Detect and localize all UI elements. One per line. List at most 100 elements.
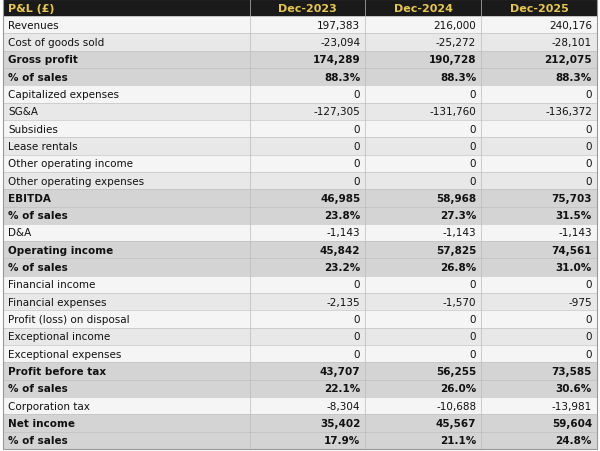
Text: -25,272: -25,272 [436, 38, 476, 48]
Text: 0: 0 [586, 124, 592, 134]
Bar [3, 34, 597, 51]
Text: Net income: Net income [8, 418, 75, 428]
Text: 0: 0 [354, 331, 361, 342]
Text: % of sales: % of sales [8, 383, 68, 394]
Text: 35,402: 35,402 [320, 418, 361, 428]
Text: 88.3%: 88.3% [556, 73, 592, 83]
Text: -131,760: -131,760 [430, 107, 476, 117]
Text: 216,000: 216,000 [433, 21, 476, 31]
Bar [3, 155, 597, 172]
Text: 0: 0 [354, 142, 361, 152]
Text: Subsidies: Subsidies [8, 124, 58, 134]
Text: 0: 0 [470, 314, 476, 324]
Bar [3, 328, 597, 345]
Text: 17.9%: 17.9% [324, 435, 361, 445]
Text: % of sales: % of sales [8, 73, 68, 83]
Text: 26.0%: 26.0% [440, 383, 476, 394]
Text: 27.3%: 27.3% [440, 211, 476, 221]
Text: 45,842: 45,842 [320, 245, 361, 255]
Text: 0: 0 [470, 176, 476, 186]
Bar [3, 224, 597, 242]
Text: Revenues: Revenues [8, 21, 59, 31]
Text: -8,304: -8,304 [327, 401, 361, 411]
Text: 73,585: 73,585 [551, 366, 592, 376]
Text: 23.8%: 23.8% [324, 211, 361, 221]
Text: 0: 0 [586, 331, 592, 342]
Bar [3, 51, 597, 69]
Text: 197,383: 197,383 [317, 21, 361, 31]
Text: 21.1%: 21.1% [440, 435, 476, 445]
Text: 0: 0 [470, 142, 476, 152]
Text: SG&A: SG&A [8, 107, 38, 117]
Text: -2,135: -2,135 [327, 297, 361, 307]
Text: -1,143: -1,143 [443, 228, 476, 238]
Text: 0: 0 [354, 90, 361, 100]
Text: % of sales: % of sales [8, 262, 68, 272]
Text: P&L (£): P&L (£) [8, 4, 55, 14]
Bar [3, 242, 597, 259]
Bar [3, 414, 597, 432]
Text: 43,707: 43,707 [320, 366, 361, 376]
Bar [3, 86, 597, 103]
Bar [3, 121, 597, 138]
Text: 88.3%: 88.3% [440, 73, 476, 83]
Text: -975: -975 [568, 297, 592, 307]
Text: 22.1%: 22.1% [324, 383, 361, 394]
Text: -127,305: -127,305 [314, 107, 361, 117]
Bar [3, 294, 597, 311]
Text: Exceptional income: Exceptional income [8, 331, 110, 342]
Text: 0: 0 [470, 90, 476, 100]
Bar [3, 17, 597, 34]
Text: -136,372: -136,372 [545, 107, 592, 117]
Text: 0: 0 [470, 159, 476, 169]
Text: 0: 0 [354, 159, 361, 169]
Text: Profit (loss) on disposal: Profit (loss) on disposal [8, 314, 130, 324]
Text: 57,825: 57,825 [436, 245, 476, 255]
Text: Other operating expenses: Other operating expenses [8, 176, 144, 186]
Text: 30.6%: 30.6% [556, 383, 592, 394]
Text: 212,075: 212,075 [544, 55, 592, 65]
Text: 0: 0 [586, 314, 592, 324]
Text: 31.0%: 31.0% [556, 262, 592, 272]
Bar [3, 345, 597, 363]
Text: 0: 0 [354, 280, 361, 290]
Text: -1,143: -1,143 [559, 228, 592, 238]
Bar [3, 276, 597, 294]
Text: Gross profit: Gross profit [8, 55, 78, 65]
Text: Capitalized expenses: Capitalized expenses [8, 90, 119, 100]
Text: 0: 0 [354, 314, 361, 324]
Text: 24.8%: 24.8% [556, 435, 592, 445]
Text: 0: 0 [470, 331, 476, 342]
Text: 0: 0 [470, 349, 476, 359]
Text: 46,985: 46,985 [320, 193, 361, 203]
Bar [3, 432, 597, 449]
Text: 0: 0 [586, 90, 592, 100]
Text: -28,101: -28,101 [552, 38, 592, 48]
Text: 74,561: 74,561 [551, 245, 592, 255]
Bar [3, 363, 597, 380]
Text: 190,728: 190,728 [428, 55, 476, 65]
Text: 31.5%: 31.5% [556, 211, 592, 221]
Text: D&A: D&A [8, 228, 31, 238]
Bar [3, 190, 597, 207]
Text: Dec-2024: Dec-2024 [394, 4, 453, 14]
Bar [3, 259, 597, 276]
Text: 45,567: 45,567 [436, 418, 476, 428]
Text: 0: 0 [470, 124, 476, 134]
Text: 0: 0 [354, 124, 361, 134]
Text: Other operating income: Other operating income [8, 159, 133, 169]
Text: 0: 0 [470, 280, 476, 290]
Text: -13,981: -13,981 [552, 401, 592, 411]
Text: 23.2%: 23.2% [324, 262, 361, 272]
Text: 0: 0 [586, 349, 592, 359]
Bar [3, 207, 597, 224]
Text: Exceptional expenses: Exceptional expenses [8, 349, 121, 359]
Text: Financial expenses: Financial expenses [8, 297, 107, 307]
Text: Corporation tax: Corporation tax [8, 401, 90, 411]
Text: 75,703: 75,703 [551, 193, 592, 203]
Text: Cost of goods sold: Cost of goods sold [8, 38, 104, 48]
Text: Dec-2023: Dec-2023 [278, 4, 337, 14]
Bar [3, 138, 597, 155]
Text: 240,176: 240,176 [549, 21, 592, 31]
Text: 0: 0 [586, 159, 592, 169]
